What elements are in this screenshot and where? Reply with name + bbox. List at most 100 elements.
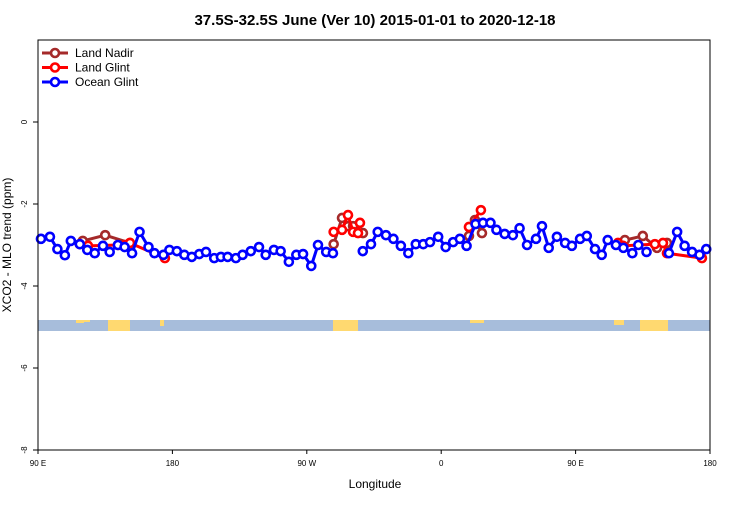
data-point xyxy=(521,239,533,251)
land-patch xyxy=(84,320,90,322)
data-point xyxy=(97,240,109,252)
x-tick-label: 90 W xyxy=(297,459,316,468)
legend-marker xyxy=(49,76,61,88)
data-point xyxy=(200,246,212,258)
data-point xyxy=(499,228,510,240)
data-point xyxy=(52,243,63,255)
series-ocean-glint xyxy=(35,217,712,272)
data-point xyxy=(328,226,339,238)
data-point xyxy=(143,241,154,253)
data-point xyxy=(134,226,145,238)
x-axis-label: Longitude xyxy=(349,477,402,491)
data-point xyxy=(679,240,690,252)
data-point xyxy=(454,233,466,245)
x-tick-label: 0 xyxy=(439,459,444,468)
y-tick-label: -2 xyxy=(20,200,29,208)
data-point xyxy=(312,239,324,251)
data-point xyxy=(581,230,593,242)
data-point xyxy=(657,237,669,249)
data-point xyxy=(283,256,295,268)
data-point xyxy=(245,245,257,257)
chart-title: 37.5S-32.5S June (Ver 10) 2015-01-01 to … xyxy=(194,12,555,29)
data-point xyxy=(89,247,101,259)
data-point xyxy=(596,249,608,261)
data-point xyxy=(365,238,377,250)
data-point xyxy=(372,226,384,238)
data-point xyxy=(104,246,115,258)
data-point xyxy=(566,240,578,252)
data-point xyxy=(44,231,56,243)
data-point xyxy=(305,260,317,272)
data-point xyxy=(357,245,369,257)
data-point xyxy=(663,247,675,259)
data-point xyxy=(627,247,638,259)
data-point xyxy=(222,251,233,263)
data-point xyxy=(388,233,399,245)
data-point xyxy=(260,249,272,261)
data-point xyxy=(99,229,111,241)
data-point xyxy=(461,240,472,252)
x-tick-label: 90 E xyxy=(567,459,583,468)
data-point xyxy=(491,224,502,236)
y-tick-label: -6 xyxy=(20,364,29,372)
data-point xyxy=(633,239,644,251)
data-point xyxy=(551,231,563,243)
data-point xyxy=(253,241,265,253)
data-point xyxy=(126,247,138,259)
data-point xyxy=(514,222,525,234)
x-tick-label: 90 E xyxy=(30,459,46,468)
data-point xyxy=(475,204,487,216)
land-patch xyxy=(76,320,84,323)
data-point xyxy=(694,249,705,261)
legend-label: Land Glint xyxy=(75,61,130,75)
data-point xyxy=(328,238,339,250)
data-point xyxy=(74,238,86,250)
data-point xyxy=(336,224,348,236)
land-patch xyxy=(160,320,164,326)
data-point xyxy=(637,230,649,242)
legend-marker xyxy=(49,47,61,59)
land-patch xyxy=(640,320,668,331)
legend-label: Ocean Glint xyxy=(75,75,139,89)
data-point xyxy=(119,241,130,253)
legend-marker xyxy=(49,62,61,73)
data-point xyxy=(543,242,555,254)
data-point xyxy=(432,231,444,243)
land-patch xyxy=(470,320,484,323)
data-point xyxy=(589,243,601,255)
data-point xyxy=(59,249,71,261)
legend-item: Ocean Glint xyxy=(42,75,139,89)
data-point xyxy=(485,217,496,229)
data-point xyxy=(149,247,160,259)
data-point xyxy=(530,233,542,245)
plot-frame xyxy=(37,39,711,451)
y-axis-label: XCO2 - MLO trend (ppm) xyxy=(0,178,14,313)
legend-item: Land Glint xyxy=(42,61,130,75)
y-tick-label: -4 xyxy=(20,282,29,290)
x-tick-label: 180 xyxy=(166,459,180,468)
data-point xyxy=(65,235,77,247)
data-point xyxy=(536,220,548,232)
data-point xyxy=(35,233,47,245)
data-point xyxy=(507,229,519,241)
data-point xyxy=(440,241,451,253)
data-point xyxy=(641,246,652,258)
series-layer xyxy=(35,204,712,272)
data-point xyxy=(403,247,414,259)
data-point xyxy=(354,217,366,229)
land-patch xyxy=(614,320,624,325)
x-tick-label: 180 xyxy=(703,459,717,468)
map-strip xyxy=(38,320,710,331)
y-tick-label: 0 xyxy=(20,119,29,124)
ocean-band xyxy=(38,320,710,331)
data-point xyxy=(476,227,488,239)
x-axis: 90 E 180 90 W 0 90 E 180 xyxy=(30,450,717,468)
data-point xyxy=(700,243,712,255)
data-point xyxy=(649,238,661,250)
data-point xyxy=(602,234,614,246)
data-point xyxy=(297,248,309,260)
data-point xyxy=(395,240,407,252)
land-patch xyxy=(333,320,358,331)
